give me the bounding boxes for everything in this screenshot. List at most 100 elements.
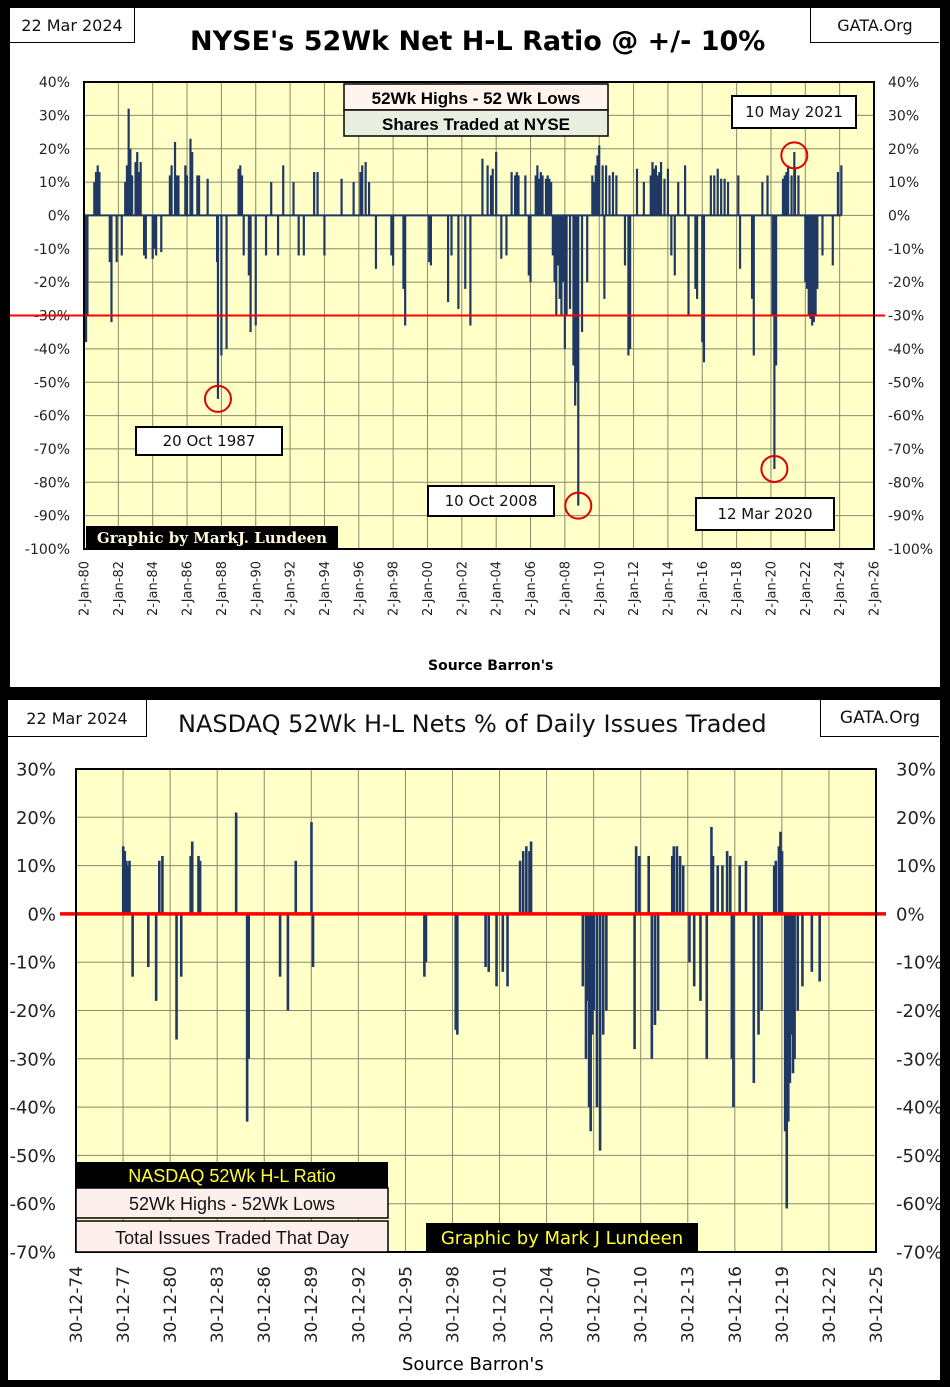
y-tick-label-left: -70% bbox=[34, 442, 70, 458]
x-tick-label: 30-12-92 bbox=[349, 1266, 369, 1343]
annotation-circle bbox=[203, 384, 232, 413]
x-tick-label: 2-Jan-24 bbox=[833, 561, 848, 616]
x-tick-label: 30-12-83 bbox=[208, 1266, 228, 1343]
annotation-circle bbox=[760, 454, 789, 483]
annotation-label: 10 Oct 2008 bbox=[445, 492, 538, 510]
x-tick-label: 2-Jan-04 bbox=[490, 561, 505, 616]
x-tick-label: 30-12-22 bbox=[820, 1266, 840, 1343]
y-tick-label-left: -60% bbox=[9, 1194, 56, 1215]
y-tick-label-left: 10% bbox=[39, 175, 70, 191]
chart-title: NYSE's 52Wk Net H-L Ratio @ +/- 10% bbox=[190, 26, 766, 57]
y-tick-label-right: -80% bbox=[888, 475, 924, 491]
legend-box-highs-lows bbox=[75, 1187, 389, 1219]
legend-box-highs-lows bbox=[343, 83, 609, 111]
x-tick-label: 30-12-86 bbox=[255, 1266, 275, 1343]
credit-label: Graphic by MarkJ. Lundeen bbox=[97, 529, 327, 547]
x-tick-label: 30-12-10 bbox=[632, 1266, 652, 1343]
annotation-box bbox=[135, 426, 283, 456]
legend-label-shares: Shares Traded at NYSE bbox=[382, 115, 570, 134]
date-label: 22 Mar 2024 bbox=[10, 8, 135, 43]
y-tick-label-right: -100% bbox=[888, 542, 933, 558]
nyse-chart-svg: 40% 40% 30% 30% 20% 20% 10% 10% 0% 0% -10% -10% -20%… bbox=[10, 75, 933, 616]
x-tick-label: 2-Jan-88 bbox=[215, 561, 230, 616]
legend-box-ratio bbox=[76, 1162, 388, 1188]
y-tick-label-right: 30% bbox=[888, 108, 919, 124]
y-tick-label-right: -40% bbox=[896, 1098, 940, 1119]
y-tick-label-right: 20% bbox=[888, 142, 919, 158]
x-tick-label: 2-Jan-94 bbox=[318, 561, 333, 616]
y-tick-label-right: -30% bbox=[896, 1049, 940, 1070]
x-tick-label: 30-12-25 bbox=[867, 1266, 887, 1343]
y-tick-label-left: -30% bbox=[34, 309, 70, 325]
annotation-label: 12 Mar 2020 bbox=[717, 505, 812, 523]
y-tick-label-right: -10% bbox=[888, 242, 924, 258]
y-tick-label-right: 30% bbox=[896, 759, 936, 780]
x-tick-label: 30-12-98 bbox=[443, 1266, 463, 1343]
x-tick-label: 2-Jan-90 bbox=[249, 561, 264, 616]
brand-label: GATA.Org bbox=[820, 700, 939, 737]
y-tick-label-right: -20% bbox=[896, 1001, 940, 1022]
x-tick-label: 2-Jan-18 bbox=[730, 561, 745, 616]
plot-border bbox=[83, 81, 875, 550]
legend-label-ratio: NASDAQ 52Wk H-L Ratio bbox=[128, 1166, 335, 1186]
x-tick-label: 2-Jan-00 bbox=[421, 561, 436, 616]
credit-box bbox=[426, 1223, 698, 1252]
y-tick-label-left: -70% bbox=[9, 1242, 56, 1263]
nyse-chart-panel: 22 Mar 2024 NYSE's 52Wk Net H-L Ratio @ … bbox=[10, 8, 940, 687]
y-tick-label-right: -70% bbox=[888, 442, 924, 458]
y-tick-label-right: -70% bbox=[896, 1242, 940, 1263]
x-tick-label: 30-12-16 bbox=[726, 1266, 746, 1343]
y-tick-label-left: 0% bbox=[27, 904, 56, 925]
credit-label: Graphic by Mark J Lundeen bbox=[441, 1228, 683, 1249]
y-tick-label-left: -50% bbox=[34, 375, 70, 391]
y-tick-label-right: 10% bbox=[888, 175, 919, 191]
y-tick-label-right: -60% bbox=[888, 409, 924, 425]
y-tick-label-left: 0% bbox=[48, 208, 70, 224]
annotation-box bbox=[731, 95, 857, 129]
x-tick-label: 2-Jan-82 bbox=[112, 561, 127, 616]
x-tick-label: 2-Jan-08 bbox=[558, 561, 573, 616]
y-tick-label-left: 30% bbox=[16, 759, 56, 780]
x-tick-label: 30-12-19 bbox=[773, 1266, 793, 1343]
y-tick-label-left: -60% bbox=[34, 409, 70, 425]
legend-label-highs-lows: 52Wk Highs - 52 Wk Lows bbox=[372, 89, 581, 108]
x-tick-label: 30-12-01 bbox=[490, 1266, 510, 1343]
x-tick-label: 2-Jan-02 bbox=[455, 561, 470, 616]
x-tick-label: 2-Jan-14 bbox=[661, 561, 676, 616]
y-tick-label-right: 10% bbox=[896, 856, 936, 877]
legend-label-highs-lows: 52Wk Highs - 52Wk Lows bbox=[129, 1194, 335, 1214]
y-tick-label-left: -30% bbox=[9, 1049, 56, 1070]
nasdaq-chart-panel: 22 Mar 2024 NASDAQ 52Wk H-L Nets % of Da… bbox=[8, 700, 940, 1380]
x-axis-title: Source Barron's bbox=[428, 658, 554, 674]
x-tick-label: 2-Jan-84 bbox=[146, 561, 161, 616]
x-tick-label: 30-12-74 bbox=[67, 1266, 87, 1343]
annotation-label: 20 Oct 1987 bbox=[163, 432, 256, 450]
y-tick-label-left: -10% bbox=[34, 242, 70, 258]
x-tick-label: 30-12-95 bbox=[396, 1266, 416, 1343]
date-label: 22 Mar 2024 bbox=[8, 700, 147, 737]
x-axis-title: Source Barron's bbox=[402, 1354, 544, 1375]
brand-label: GATA.Org bbox=[810, 8, 939, 43]
x-tick-label: 30-12-13 bbox=[679, 1266, 699, 1343]
y-tick-label-right: -50% bbox=[896, 1146, 940, 1167]
x-tick-label: 2-Jan-20 bbox=[765, 561, 780, 616]
annotation-circle bbox=[564, 491, 593, 520]
y-tick-label-left: 20% bbox=[39, 142, 70, 158]
y-tick-label-right: 0% bbox=[888, 208, 910, 224]
x-tick-label: 2-Jan-12 bbox=[627, 561, 642, 616]
annotation-label: 10 May 2021 bbox=[745, 103, 843, 121]
y-tick-label-right: -30% bbox=[888, 309, 924, 325]
legend-box-total-issues bbox=[75, 1220, 389, 1253]
y-tick-label-left: 40% bbox=[39, 75, 70, 91]
x-tick-label: 2-Jan-96 bbox=[352, 561, 367, 616]
y-tick-label-left: 30% bbox=[39, 108, 70, 124]
y-tick-label-left: -10% bbox=[9, 953, 56, 974]
x-tick-label: 30-12-77 bbox=[114, 1266, 134, 1343]
x-tick-label: 2-Jan-98 bbox=[387, 561, 402, 616]
y-tick-label-left: -20% bbox=[34, 275, 70, 291]
chart-title: NASDAQ 52Wk H-L Nets % of Daily Issues T… bbox=[178, 710, 767, 738]
x-tick-label: 2-Jan-26 bbox=[868, 561, 883, 616]
x-tick-label: 30-12-07 bbox=[585, 1266, 605, 1343]
y-tick-label-right: 20% bbox=[896, 808, 936, 829]
nasdaq-chart-svg: 30% 30% 20% 20% 10% 10% 0% 0% -10% -10% -20% -20% -3… bbox=[9, 759, 940, 1343]
